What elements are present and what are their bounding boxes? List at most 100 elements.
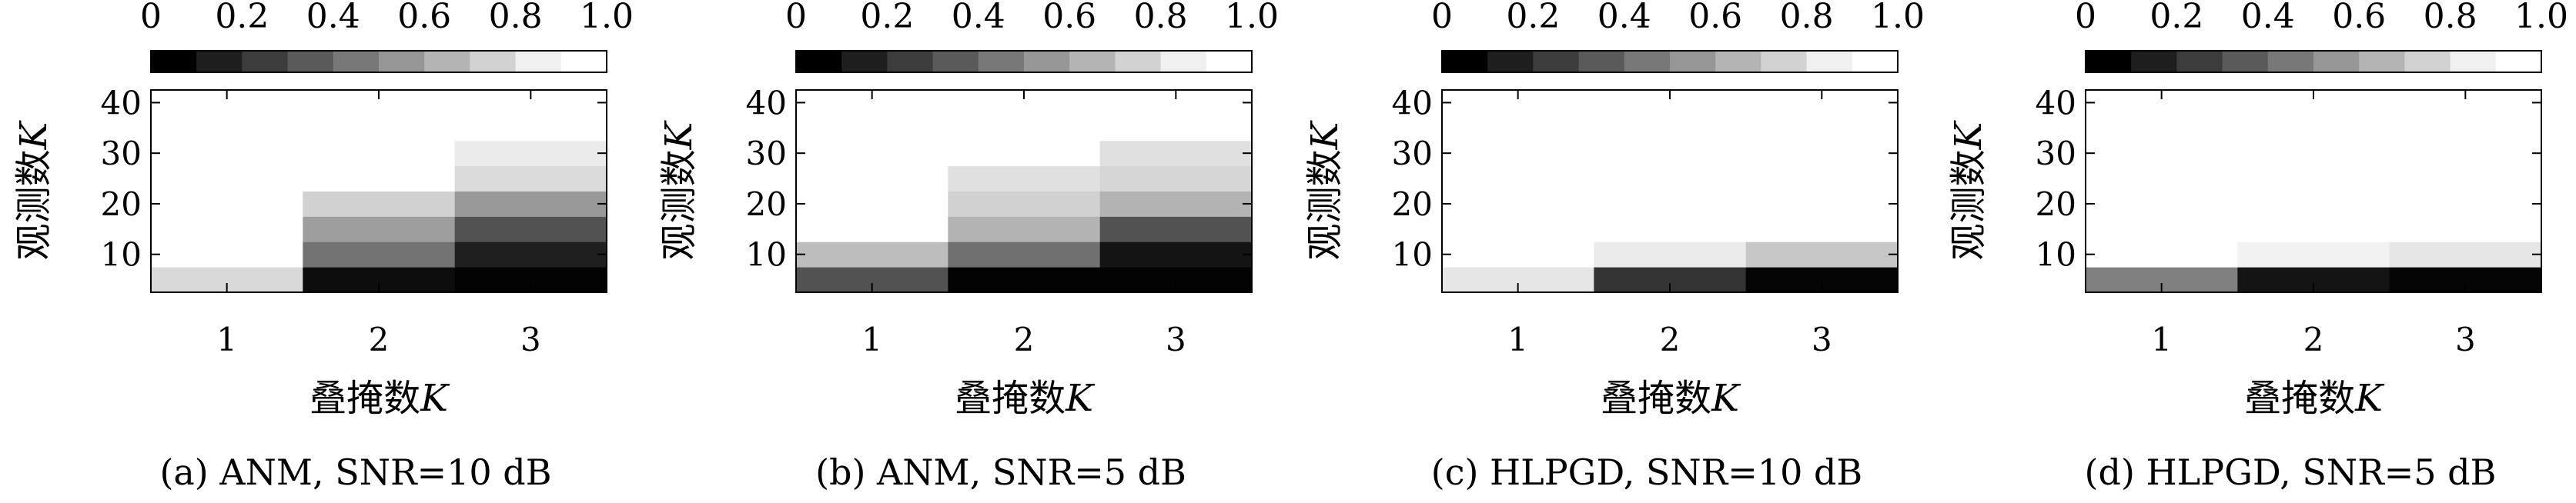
heatmap-cell [303,242,456,268]
heatmap-cell [948,216,1101,242]
heatmap-cell [1099,216,1253,242]
subfigure-caption: (c) HLPGD, SNR=10 dB [1431,451,1862,493]
colorbar-tick-label: 0.4 [1597,0,1651,36]
colorbar-segment [287,51,334,72]
colorbar-segment [151,51,197,72]
y-axis-label-prefix: 观测数 [657,149,701,260]
colorbar-segment [196,51,243,72]
heatmap-cell [1594,191,1747,217]
colorbar-segment [1024,51,1070,72]
x-tick-label: 2 [1014,321,1035,358]
colorbar-segment [1069,51,1116,72]
colorbar-segment [2131,51,2177,72]
colorbar-segment [1533,51,1580,72]
y-tick-label: 10 [746,236,787,274]
y-axis-label-prefix: 观测数 [12,149,55,260]
heatmap-cell [1594,242,1747,268]
x-tick-label: 1 [216,321,237,358]
colorbar-tick-label: 0 [785,0,807,36]
heatmap-cell [151,165,303,192]
y-axis-label-var: K [657,119,701,150]
heatmap-cell [303,115,456,142]
heatmap-cell [1745,191,1899,217]
subfigure-caption: (b) ANM, SNR=5 dB [815,451,1186,493]
heatmap-cell [1442,191,1594,217]
heatmap-cell [303,165,456,192]
heatmap-cell [796,115,948,142]
heatmap-cell [2086,140,2238,167]
heatmap-cell [151,216,303,242]
colorbar-tick-label: 0.6 [1042,0,1096,36]
heatmap-cell [2389,115,2542,142]
y-axis-label-var: K [1947,119,1990,150]
heatmap-cell [2389,191,2542,217]
x-tick-label: 3 [1812,321,1832,358]
y-tick-label: 40 [101,84,142,122]
colorbar-segment [2450,51,2497,72]
colorbar-tick-label: 0.4 [2241,0,2295,36]
x-tick-label: 2 [2303,321,2324,358]
x-tick-label: 3 [520,321,541,358]
heatmap-cell [2237,242,2390,268]
colorbar-segment [1852,51,1899,72]
x-axis-label-prefix: 叠掩数 [955,377,1066,420]
heatmap-cell [1442,140,1594,167]
heatmap-cell [1745,216,1899,242]
x-tick-label: 3 [1166,321,1186,358]
heatmap-cell [1594,165,1747,192]
heatmap-cell [454,165,607,192]
colorbar-segment [333,51,380,72]
colorbar-tick-label: 0.2 [2149,0,2203,36]
heatmap-cell [948,165,1101,192]
x-tick-label: 3 [2455,321,2476,358]
colorbar-frame [150,50,607,73]
heatmap-cell [303,140,456,167]
y-tick-label: 20 [101,185,142,223]
heatmap-cell [2389,165,2542,192]
heatmap-cell [2086,216,2238,242]
heatmap-cell [948,191,1101,217]
colorbar-tick-label: 0.4 [952,0,1005,36]
colorbar-segment [1670,51,1716,72]
colorbar-segment [1761,51,1808,72]
colorbar-segment [2086,51,2132,72]
heatmap-cell [2237,140,2390,167]
heatmap-cell [1745,115,1899,142]
colorbar-segment [424,51,470,72]
colorbar-segment [2313,51,2360,72]
colorbar-tick-label: 0.8 [2424,0,2477,36]
heatmap-cell [1099,242,1253,268]
colorbar-tick-label: 1.0 [1225,0,1279,36]
x-tick-label: 1 [861,321,882,358]
heatmap-cell [2086,242,2238,268]
colorbar-tick-label: 0.8 [1134,0,1188,36]
colorbar-segment [932,51,979,72]
colorbar-tick-label: 0.6 [2332,0,2386,36]
heatmap-cell [2237,191,2390,217]
x-axis-label-var: K [1711,377,1741,420]
heatmap-cell [303,216,456,242]
heatmap-cell [1745,242,1899,268]
heatmap-cell [151,242,303,268]
colorbar-segment [1115,51,1162,72]
heatmap-cell [2086,191,2238,217]
heatmap-cell [2237,165,2390,192]
heatmap-cell [1099,115,1253,142]
heatmap-cell [1099,165,1253,192]
colorbar-tick-label: 0.6 [1688,0,1742,36]
heatmap-cell [2086,115,2238,142]
colorbar-tick-label: 0.2 [860,0,914,36]
y-tick-label: 20 [2036,185,2076,223]
colorbar-segment [2359,51,2405,72]
colorbar-segment [2222,51,2269,72]
heatmap-cell [2389,242,2542,268]
x-axis-label: 叠掩数K [309,377,450,420]
heatmap-cell [1594,115,1747,142]
heatmap-cell [1099,191,1253,217]
colorbar-segment [1578,51,1625,72]
y-tick-label: 40 [746,84,787,122]
heatmap-cell [1099,140,1253,167]
